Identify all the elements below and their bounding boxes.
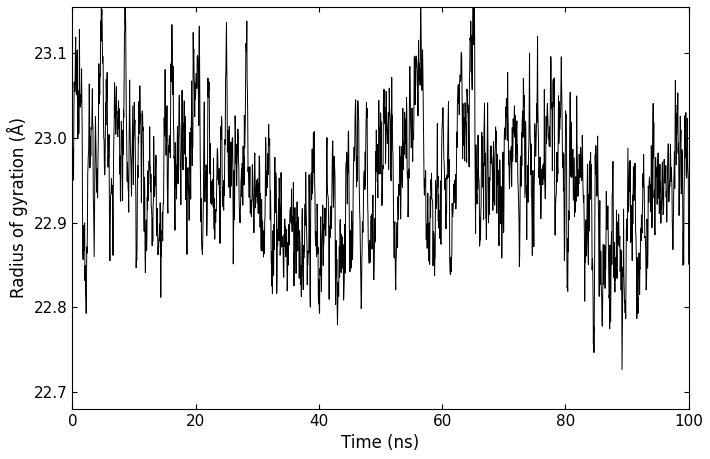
X-axis label: Time (ns): Time (ns): [342, 434, 420, 452]
Y-axis label: Radius of gyration (Å): Radius of gyration (Å): [7, 118, 28, 298]
